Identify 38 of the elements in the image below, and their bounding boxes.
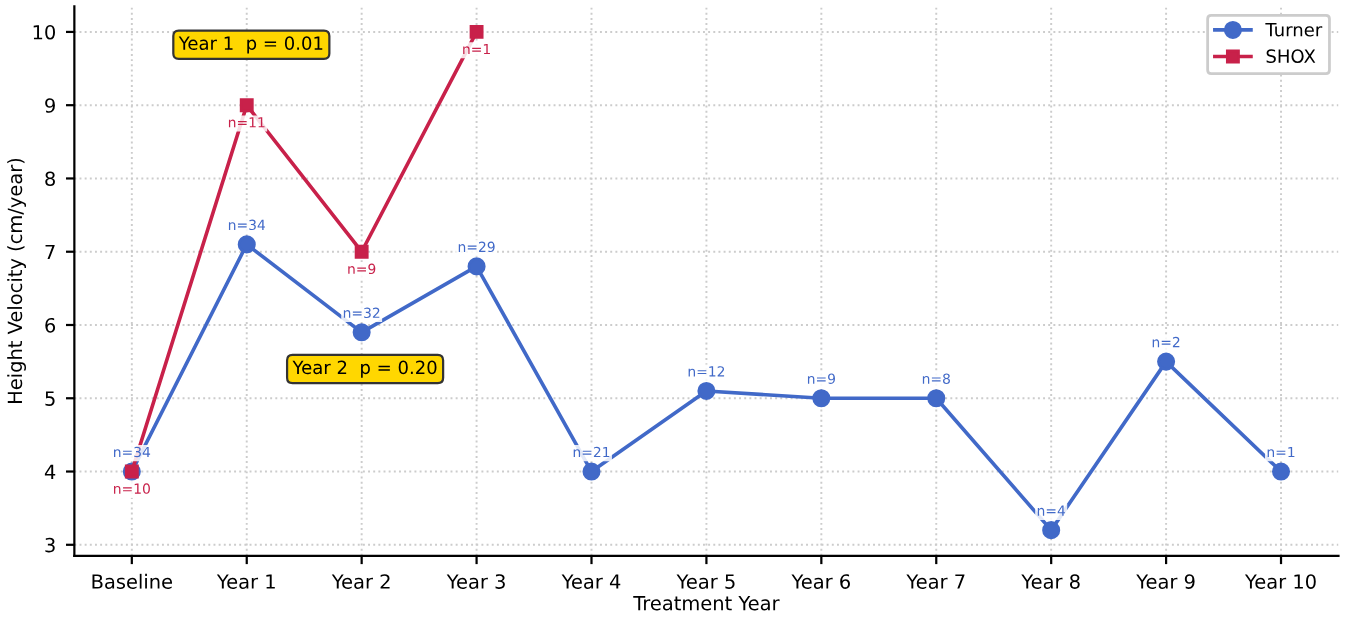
y-tick-label: 3 [45,537,55,553]
x-tick-label: Year 2 [331,574,390,589]
y-tick-label: 10 [33,24,56,40]
point [927,389,946,408]
y-tick-label: 5 [45,391,55,406]
y-tick-label: 7 [45,244,55,260]
y-tick-label: 9 [45,98,55,113]
x-tick-label: Year 9 [1136,574,1195,589]
x-tick-label: Year 10 [1244,574,1316,589]
x-tick-label: Baseline [92,573,172,589]
y-tick-label: 4 [44,464,56,479]
point [697,381,716,400]
point [1271,462,1291,481]
y-tick-label: 8 [45,171,55,187]
y-tick-label: 6 [45,317,56,333]
legend-label: SHOX [1266,49,1316,64]
x-tick-label: Year 5 [676,574,735,589]
point [582,462,601,481]
x-tick-label: Year 3 [446,574,505,589]
point [1042,521,1061,540]
annotation: Year 1 p = 0.01 [178,36,323,54]
point [467,257,486,276]
y-axis-title: Height Velocity (cm/year) [7,158,27,403]
point [1157,352,1176,371]
point [354,244,369,259]
legend-label: Turner [1265,23,1323,37]
x-tick-label: Year 4 [561,574,621,589]
point [812,389,831,408]
x-tick-label: Year 1 [216,574,275,589]
x-axis-title: Treatment Year [633,596,780,611]
x-tick-label: Year 8 [1021,574,1080,589]
point [239,98,254,113]
point [352,323,371,342]
point [469,24,484,39]
x-tick-label: Year 7 [906,574,965,589]
annotation: Year 2 p = 0.20 [292,360,437,378]
x-tick-label: Year 6 [791,574,850,589]
point [237,235,256,254]
